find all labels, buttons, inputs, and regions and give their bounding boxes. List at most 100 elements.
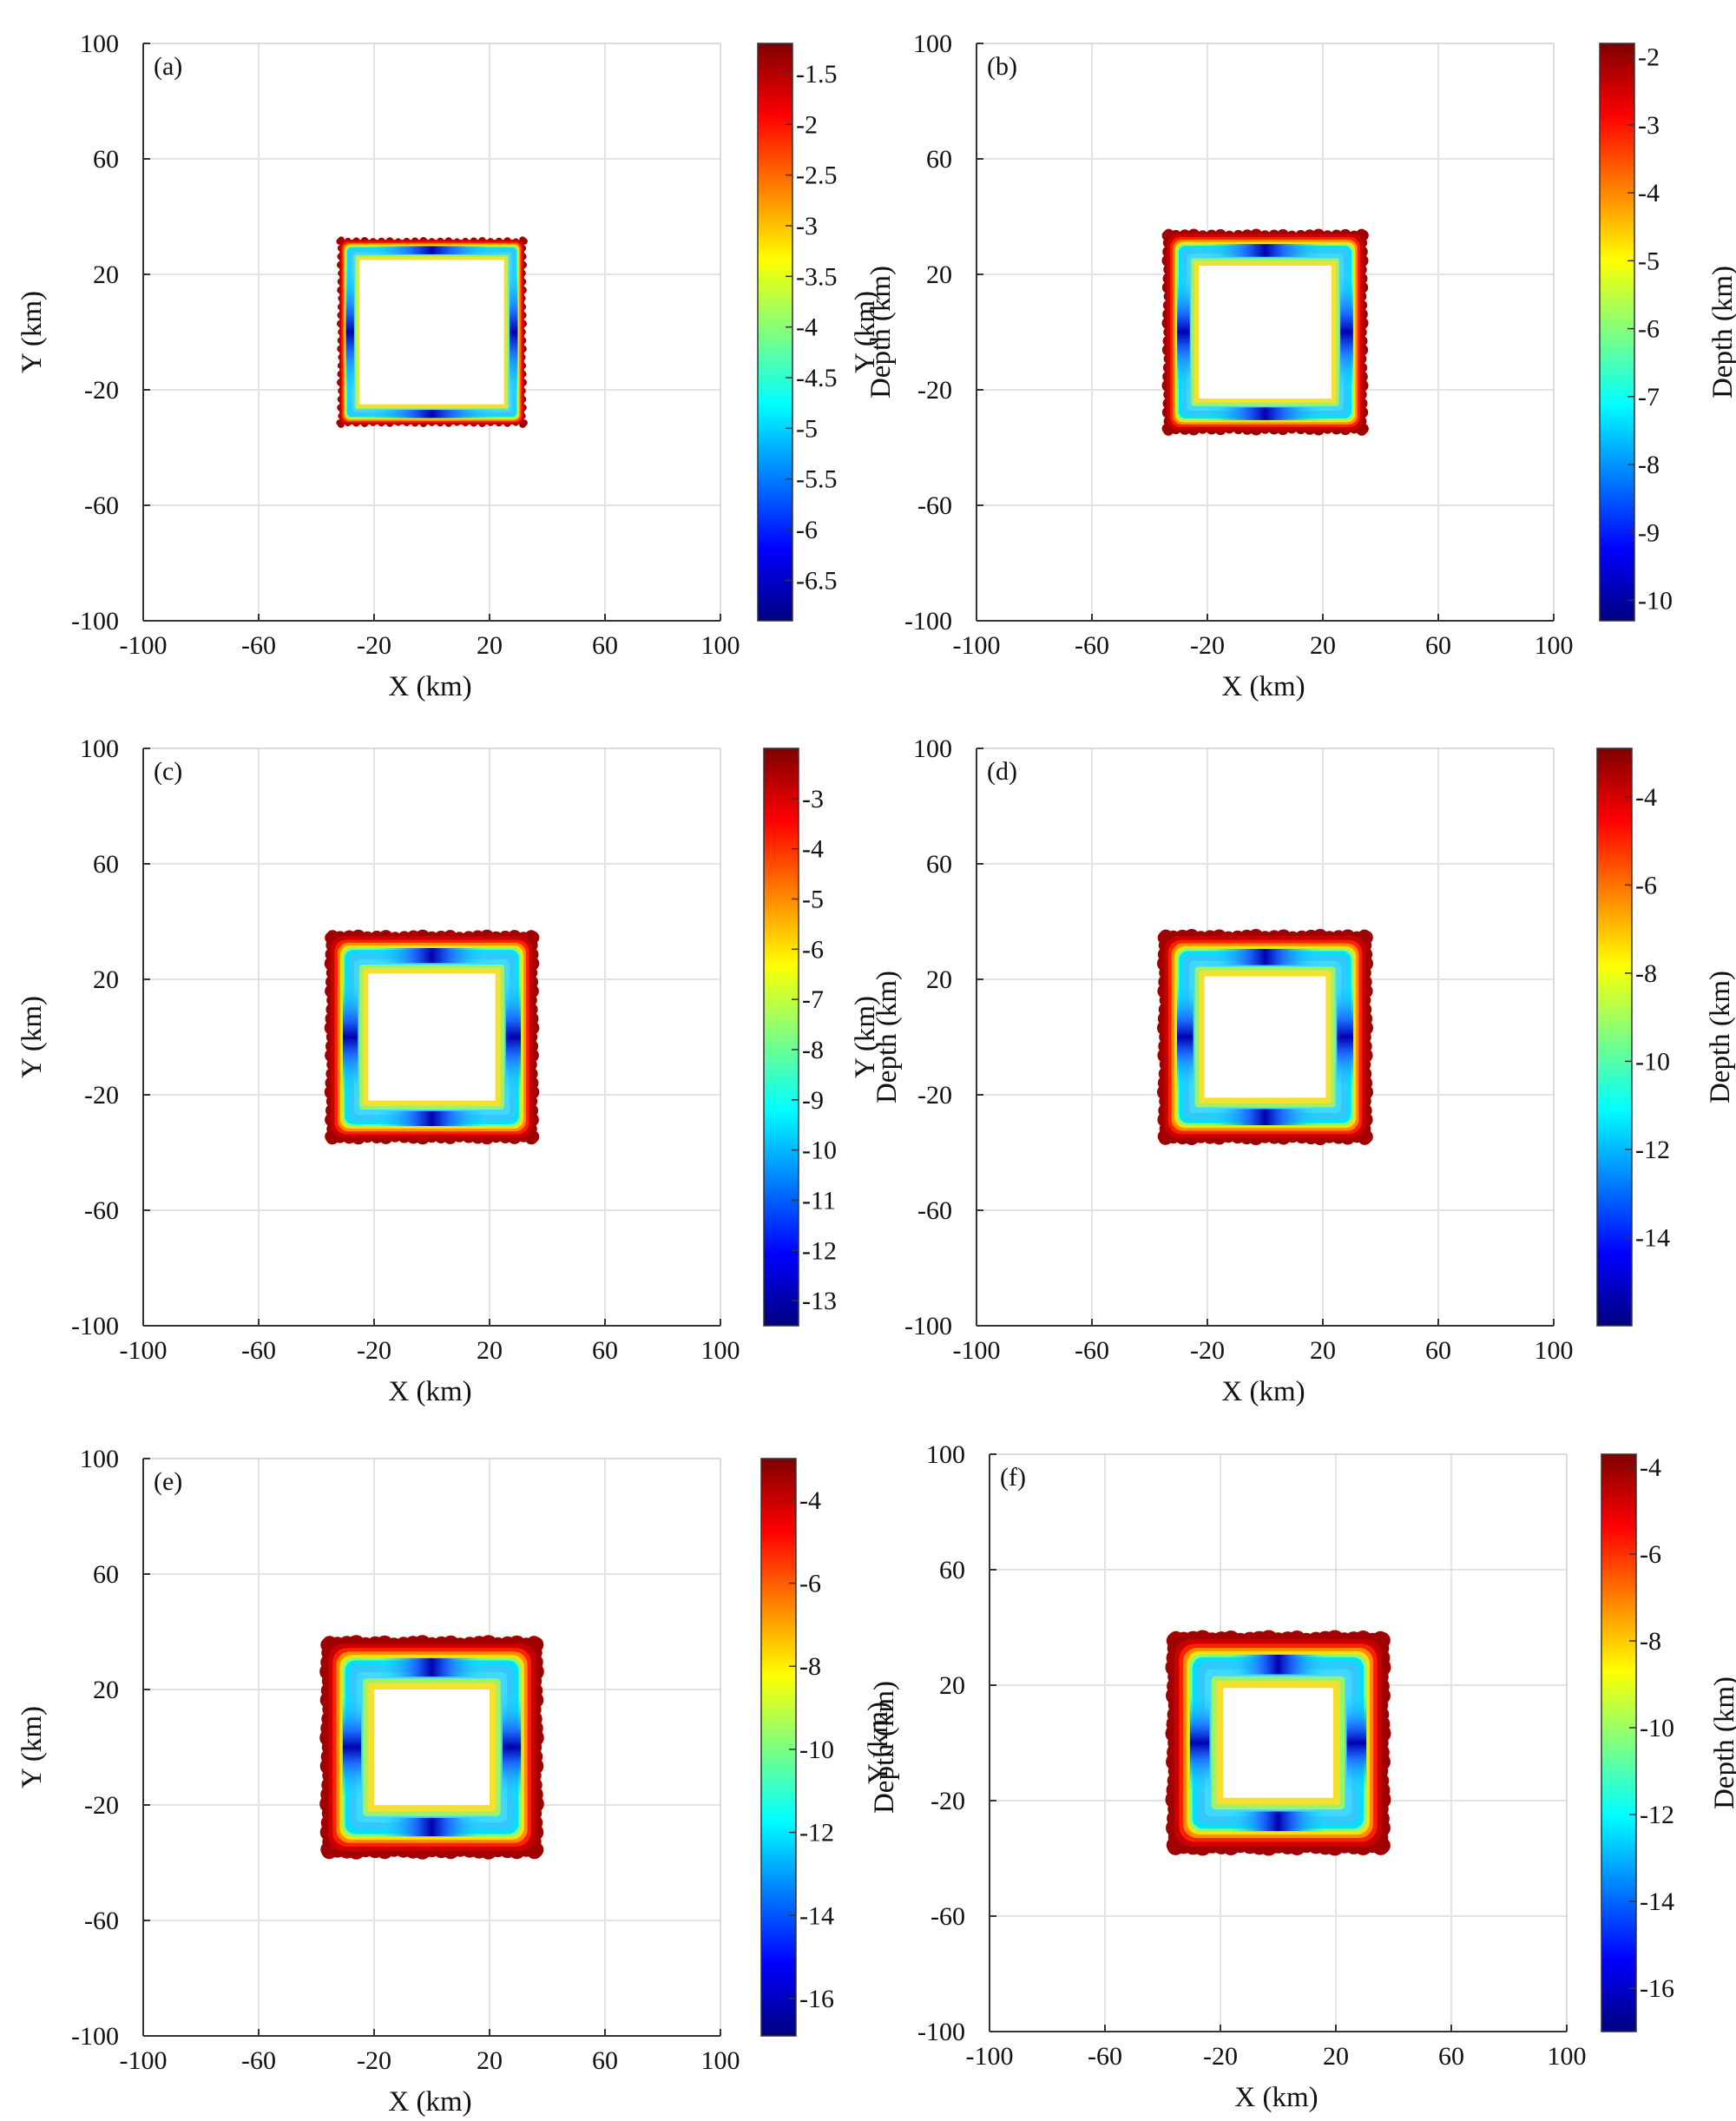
y-axis-label: Y (km) [863,1702,894,1784]
trough-bottom [377,1817,487,1837]
trough-bottom [363,410,501,418]
depth-feature [1161,228,1369,436]
colorbar-tick-label: -9 [1638,518,1660,547]
y-tick-label: -20 [917,376,952,405]
colorbar-tick-label: -6.5 [796,566,838,595]
colorbar-tick-label: -14 [799,1901,834,1930]
trough-right [502,1692,522,1802]
x-tick-label: 60 [1438,2042,1464,2071]
x-tick-label: 60 [592,1336,618,1365]
interior-hole [359,260,504,405]
interior-hole [1223,1688,1333,1798]
panel-label: (a) [154,52,182,81]
trough-left [1177,979,1194,1095]
trough-top [1226,1654,1331,1675]
x-tick-label: 20 [1323,2042,1349,2071]
depth-feature [1165,1630,1391,1856]
colorbar-tick-label: -16 [1640,1974,1674,2003]
colorbar-tick-label: -2.5 [796,161,838,190]
y-tick-label: 60 [939,1556,965,1584]
depth-feature [336,236,528,428]
x-tick-label: 20 [477,631,503,660]
trough-left [342,977,358,1097]
edge-blob [321,1843,338,1860]
y-tick-label: -100 [71,2022,119,2051]
y-tick-label: -20 [84,1081,119,1110]
edge-blob [528,1637,544,1653]
x-tick-label: -20 [357,631,391,660]
depth-feature [319,1635,544,1860]
x-tick-label: 100 [1535,631,1574,660]
y-tick-label: 60 [93,145,119,174]
interior-hole [1204,976,1326,1098]
trough-top [377,1657,487,1677]
colorbar-tick-label: -4.5 [796,364,838,392]
colorbar-tick-label: -1.5 [796,60,838,89]
colorbar-tick-label: -10 [1638,587,1673,616]
colorbar-tick-label: -4 [799,1486,821,1515]
trough-left [345,263,354,401]
colorbar-tick-label: -6 [799,1570,821,1598]
x-tick-label: -60 [1075,631,1109,660]
edge-blob [526,1843,542,1860]
y-tick-label: 20 [926,965,952,994]
x-tick-label: 20 [1310,1336,1336,1365]
colorbar-tick-label: -2 [1638,43,1660,72]
y-axis-label: Y (km) [16,1706,48,1788]
y-tick-label: -20 [84,1791,119,1820]
x-tick-label: -20 [1190,1336,1225,1365]
colorbar-tick-label: -14 [1635,1223,1670,1252]
trough-bottom [1201,407,1329,420]
trough-left [1189,1690,1210,1795]
edge-blob [1358,1130,1372,1145]
edge-blob [1167,1838,1184,1855]
y-tick-label: -100 [904,1312,952,1340]
x-tick-label: 100 [701,1336,740,1365]
x-tick-label: -60 [1088,2042,1122,2071]
colorbar-tick-label: -2 [796,110,818,139]
y-axis-label: Y (km) [16,996,48,1078]
trough-right [505,977,522,1097]
colorbar-tick-label: -4 [802,835,824,864]
colorbar [760,1458,797,2037]
x-tick-label: -100 [953,631,1001,660]
x-tick-label: -60 [241,631,276,660]
y-tick-label: 100 [80,734,119,763]
x-axis-label: X (km) [388,2086,471,2118]
edge-blob [1373,1631,1391,1649]
trough-right [510,263,518,401]
trough-right [1340,268,1353,396]
y-tick-label: -100 [904,607,952,636]
trough-top [372,947,492,964]
x-tick-label: -20 [357,2046,391,2075]
x-tick-label: 60 [592,631,618,660]
x-tick-label: 60 [1425,631,1451,660]
interior-hole [368,973,496,1101]
colorbar-tick-label: -6 [1640,1540,1661,1569]
interior-hole [1199,266,1332,399]
x-axis-label: X (km) [1234,2082,1318,2113]
x-tick-label: 20 [477,1336,503,1365]
colorbar-tick-label: -10 [802,1136,837,1165]
y-tick-label: 100 [80,30,119,58]
colorbar-label: Depth (km) [1705,971,1736,1103]
panel-label: (c) [154,757,182,786]
x-tick-label: 60 [592,2046,618,2075]
x-tick-label: 100 [1548,2042,1587,2071]
y-tick-label: -60 [84,491,119,520]
colorbar-label: Depth (km) [865,266,897,399]
colorbar-tick-label: -10 [1640,1714,1674,1742]
x-tick-label: 100 [1535,1336,1574,1365]
x-tick-label: -100 [120,2046,168,2075]
colorbar-tick-label: -12 [799,1819,834,1848]
y-tick-label: 100 [913,30,952,58]
colorbar-tick-label: -7 [1638,383,1660,412]
colorbar-tick-label: -10 [799,1736,834,1764]
colorbar-tick-label: -9 [802,1086,824,1115]
y-tick-label: 20 [93,260,119,289]
x-axis-label: X (km) [1221,671,1305,702]
edge-blob [1358,930,1373,945]
y-tick-label: 60 [93,850,119,879]
colorbar-tick-label: -4 [1635,783,1657,812]
panel-b: -100 -60 -20 20 60 100 100 60 20 -20 -60 -100 X (km)… [850,30,1736,702]
